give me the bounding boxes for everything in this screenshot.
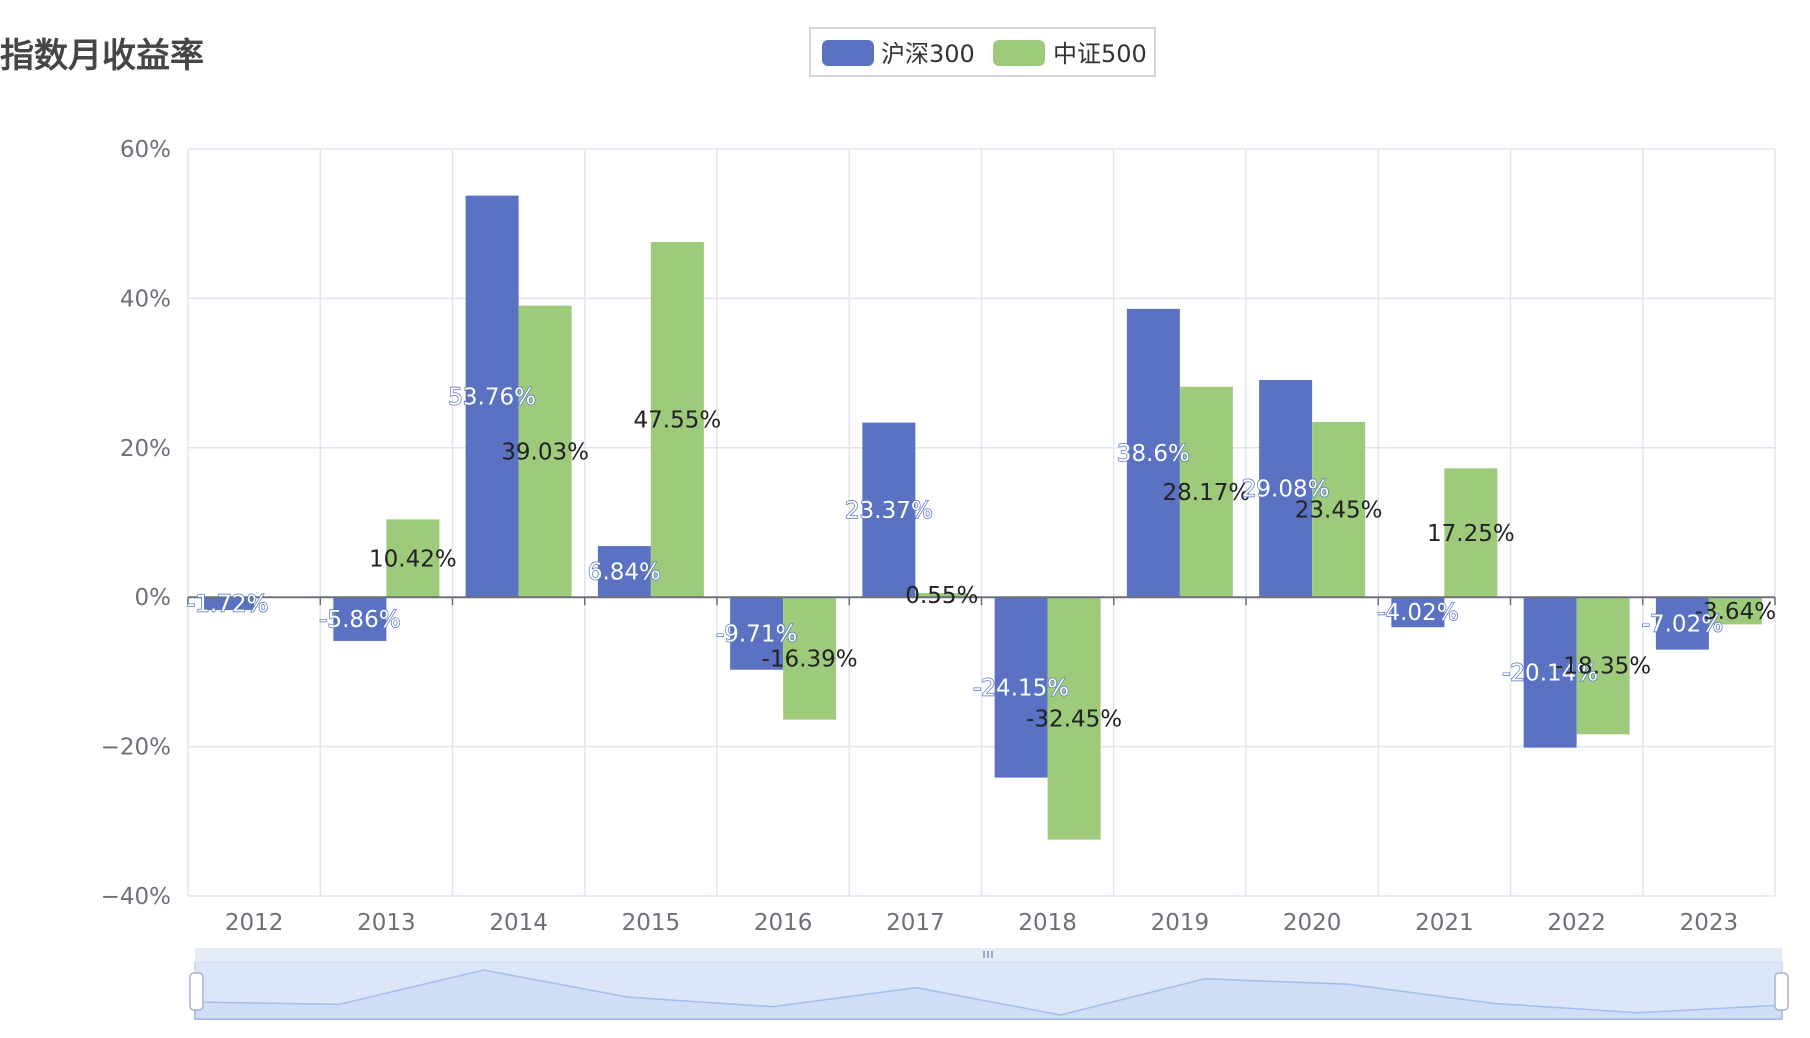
bar-zz500-2017[interactable] bbox=[915, 593, 969, 598]
x-tick-label: 2023 bbox=[1680, 910, 1739, 936]
x-tick-label: 2021 bbox=[1415, 910, 1474, 936]
bar-zz500-2020[interactable] bbox=[1312, 422, 1366, 598]
bar-hs300-2020[interactable] bbox=[1259, 379, 1313, 598]
data-label-zz500: -32.45% bbox=[1026, 706, 1122, 732]
bar-zz500-2019[interactable] bbox=[1179, 386, 1233, 598]
legend: 沪深300 中证500 bbox=[809, 27, 1156, 77]
datazoom-preview-area bbox=[194, 969, 1783, 1020]
bar-hs300-2021[interactable] bbox=[1391, 597, 1445, 628]
y-axis: 60% 40% 20% 0% −20% −40% bbox=[101, 137, 171, 910]
y-tick-label: 0% bbox=[135, 585, 172, 611]
data-label-zz500: -18.35% bbox=[1555, 654, 1651, 680]
bars bbox=[201, 195, 1762, 840]
data-label-hs300: -4.02% bbox=[1377, 600, 1458, 626]
data-label-hs300: -9.71% bbox=[716, 621, 797, 647]
x-tick-label: 2015 bbox=[622, 910, 681, 936]
data-label-zz500: 10.42% bbox=[369, 546, 457, 572]
data-label-zz500: 28.17% bbox=[1163, 480, 1251, 506]
data-label-hs300: -1.72% bbox=[187, 592, 268, 618]
x-tick-label: 2016 bbox=[754, 910, 813, 936]
data-label-hs300: -20.14% bbox=[1502, 660, 1598, 686]
bar-hs300-2013[interactable] bbox=[333, 597, 387, 641]
grid bbox=[187, 148, 1776, 897]
bar-hs300-2019[interactable] bbox=[1126, 308, 1180, 598]
data-label-zz500: -3.64% bbox=[1695, 599, 1776, 625]
bar-zz500-2023[interactable] bbox=[1708, 597, 1762, 625]
bar-hs300-2014[interactable] bbox=[465, 195, 519, 598]
data-label-hs300: 6.84% bbox=[588, 560, 661, 586]
legend-item-hs300[interactable]: 沪深300 bbox=[822, 40, 975, 68]
data-label-hs300: -24.15% bbox=[973, 675, 1069, 701]
x-axis bbox=[187, 596, 1776, 606]
y-tick-label: −20% bbox=[101, 735, 171, 761]
bar-hs300-2022[interactable] bbox=[1523, 597, 1577, 748]
data-label-hs300: -5.86% bbox=[319, 607, 400, 633]
datazoom-right-handle[interactable] bbox=[1774, 972, 1789, 1011]
bar-zz500-2014[interactable] bbox=[518, 305, 572, 598]
x-tick-label: 2012 bbox=[225, 910, 284, 936]
bar-zz500-2022[interactable] bbox=[1576, 597, 1630, 735]
data-label-hs300: 29.08% bbox=[1242, 477, 1330, 503]
bar-zz500-2021[interactable] bbox=[1444, 468, 1498, 598]
bar-hs300-2017[interactable] bbox=[862, 422, 916, 598]
bar-hs300-2023[interactable] bbox=[1655, 597, 1709, 650]
datazoom-selection[interactable] bbox=[195, 962, 1782, 1019]
data-label-zz500: 17.25% bbox=[1427, 521, 1515, 547]
bar-hs300-2018[interactable] bbox=[994, 597, 1048, 778]
bar-hs300-2016[interactable] bbox=[730, 597, 784, 670]
x-tick-label: 2017 bbox=[886, 910, 945, 936]
legend-swatch-zz500 bbox=[993, 40, 1045, 66]
x-tick-label: 2018 bbox=[1018, 910, 1077, 936]
x-tick-label: 2013 bbox=[357, 910, 416, 936]
bar-hs300-2012[interactable] bbox=[201, 597, 255, 611]
data-label-hs300: 38.6% bbox=[1117, 441, 1190, 467]
bar-zz500-2015[interactable] bbox=[650, 242, 704, 598]
x-tick-label: 2014 bbox=[489, 910, 548, 936]
x-tick-label: 2022 bbox=[1547, 910, 1606, 936]
data-labels: -1.72% -5.86% 10.42% 53.76% 39.03% 6.84% 47.55… bbox=[186, 384, 1776, 733]
datazoom-slider[interactable] bbox=[189, 948, 1789, 1020]
legend-item-zz500[interactable]: 中证500 bbox=[993, 40, 1147, 68]
datazoom-left-handle[interactable] bbox=[189, 972, 204, 1011]
x-axis-labels: 2012 2013 2014 2015 2016 2017 2018 2019 2020 2021… bbox=[225, 910, 1738, 936]
data-label-zz500: 23.45% bbox=[1295, 498, 1383, 524]
bar-zz500-2016[interactable] bbox=[783, 597, 837, 720]
legend-label-hs300: 沪深300 bbox=[881, 40, 975, 68]
chart-title: 指数月收益率 bbox=[0, 36, 204, 76]
data-label-hs300: 53.76% bbox=[448, 384, 536, 410]
y-tick-label: −40% bbox=[101, 884, 171, 910]
x-tick-label: 2019 bbox=[1151, 910, 1210, 936]
data-label-zz500: 0.55% bbox=[905, 583, 978, 609]
bar-hs300-2015[interactable] bbox=[597, 546, 651, 598]
y-tick-label: 60% bbox=[120, 137, 171, 163]
data-label-hs300: 23.37% bbox=[845, 498, 933, 524]
y-tick-label: 40% bbox=[120, 286, 171, 312]
y-tick-label: 20% bbox=[120, 436, 171, 462]
bar-zz500-2018[interactable] bbox=[1047, 597, 1101, 840]
datazoom-grip-icon[interactable] bbox=[983, 951, 993, 958]
x-tick-label: 2020 bbox=[1283, 910, 1342, 936]
legend-swatch-hs300 bbox=[822, 40, 874, 66]
bar-zz500-2013[interactable] bbox=[386, 519, 440, 598]
data-label-hs300: -7.02% bbox=[1642, 611, 1723, 637]
data-label-zz500: 39.03% bbox=[501, 439, 589, 465]
data-label-zz500: 47.55% bbox=[634, 408, 722, 434]
legend-label-zz500: 中证500 bbox=[1053, 40, 1147, 68]
data-label-zz500: -16.39% bbox=[762, 646, 858, 672]
